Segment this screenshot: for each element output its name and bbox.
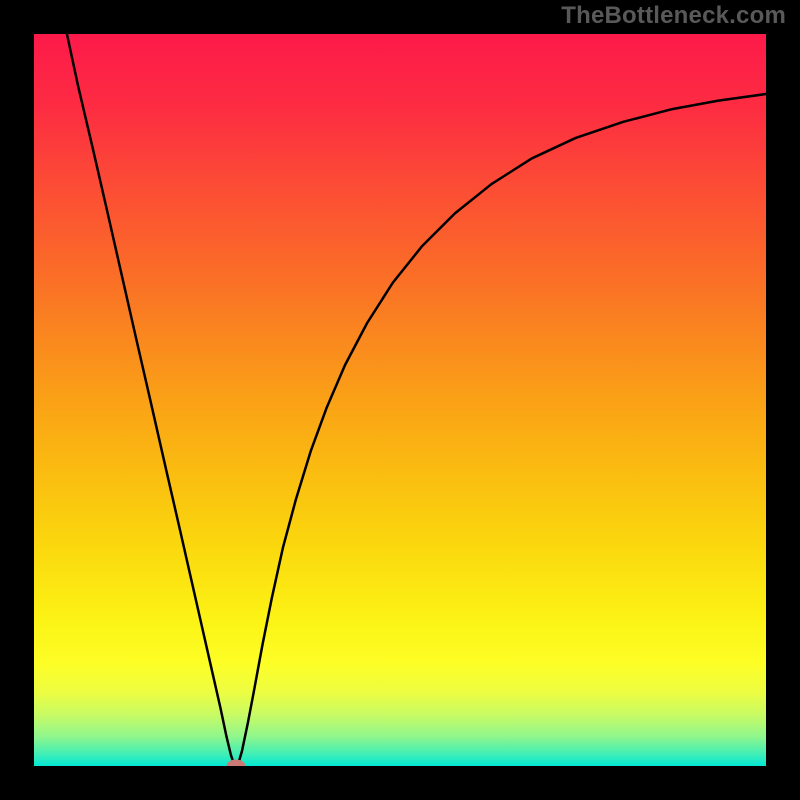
plot-svg: [34, 34, 766, 766]
gradient-background: [34, 34, 766, 766]
plot-area: [34, 34, 766, 766]
attribution-label: TheBottleneck.com: [561, 2, 786, 30]
